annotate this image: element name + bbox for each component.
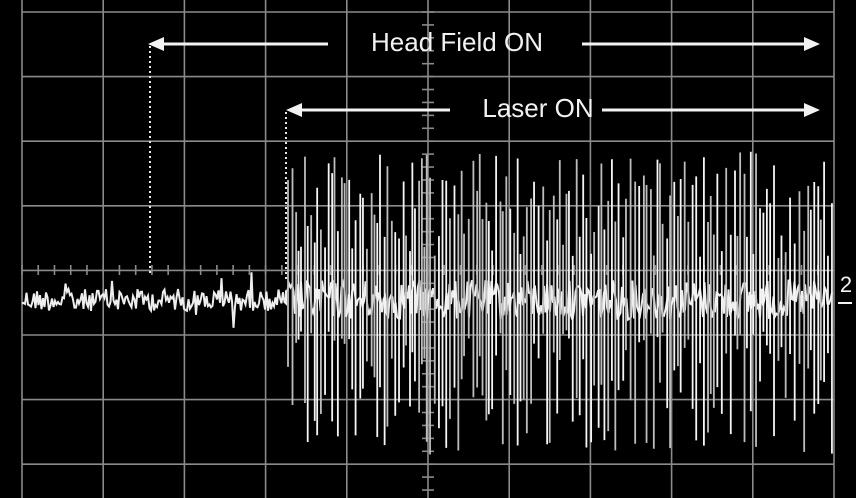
oscilloscope-screen: Head Field ON Laser ON 2 — [0, 0, 856, 498]
channel-marker: 2 — [840, 272, 852, 297]
laser-label: Laser ON — [482, 93, 593, 123]
page: {"annotations": {"head_field": "Head Fie… — [0, 0, 856, 498]
head-field-label: Head Field ON — [371, 27, 543, 57]
